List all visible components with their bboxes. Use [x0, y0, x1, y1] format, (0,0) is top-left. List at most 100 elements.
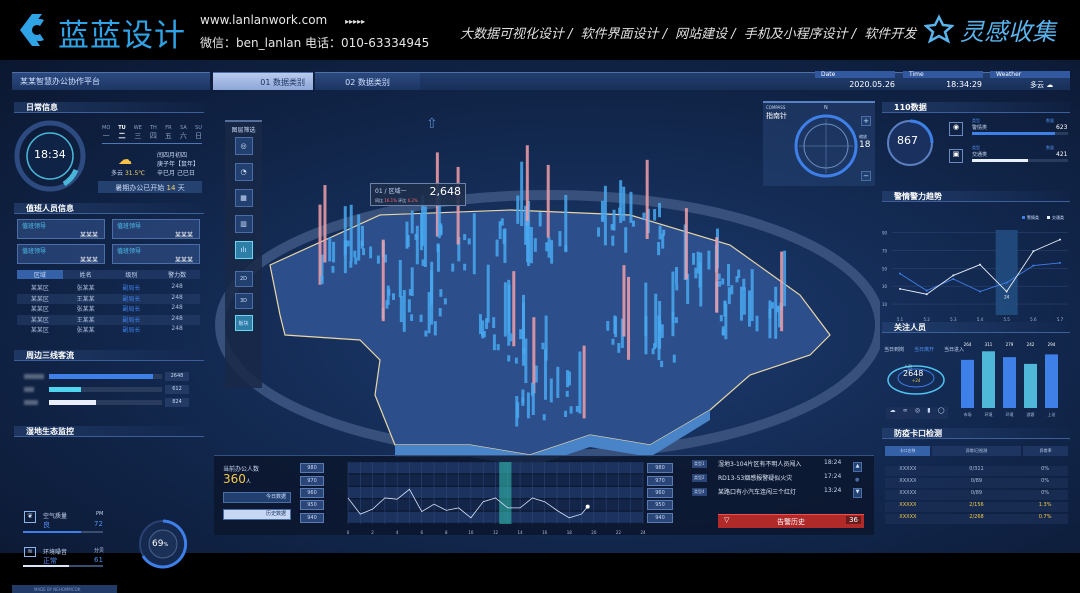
legend-label: 警情类 — [1027, 214, 1039, 220]
col-header[interactable]: 警力数 — [154, 270, 200, 279]
view-mode-button[interactable]: 2D — [235, 271, 253, 287]
website-link[interactable]: www.lanlanwork.com ▸▸▸▸▸ — [200, 13, 365, 27]
bar[interactable] — [961, 360, 974, 408]
nav-sep: / — [731, 27, 735, 42]
duty-card[interactable]: 值班领导某某某 — [112, 219, 200, 239]
data-point — [1032, 265, 1034, 267]
panel-header-focus: 关注人员 — [882, 322, 1070, 333]
alert-history-button[interactable]: ▽ 告警历史 36 — [718, 514, 864, 528]
map-bar — [654, 294, 657, 348]
layer-button[interactable]: ▦ — [235, 189, 253, 207]
map-bar — [629, 192, 632, 223]
target-icon[interactable]: ◎ — [915, 407, 920, 419]
map-bar — [420, 315, 423, 322]
history-data-button[interactable]: 历史数据 — [223, 509, 291, 520]
duty-card[interactable]: 值班领导某某某 — [112, 244, 200, 264]
x-tick: 10 — [468, 530, 474, 535]
col-header[interactable]: 级别 — [109, 270, 155, 279]
num-label: 数量 — [1046, 118, 1054, 124]
zoom-out-button[interactable]: − — [861, 171, 871, 181]
duty-card[interactable]: 值班领导某某某 — [17, 244, 105, 264]
alert-text[interactable]: 湿地3-104片区有不明人员闯入 — [718, 459, 801, 468]
layer-button[interactable]: ▥ — [235, 215, 253, 233]
x-tick: 2 — [371, 530, 374, 535]
cloud-icon[interactable]: ☁ — [890, 407, 896, 419]
data-point — [1006, 282, 1008, 284]
compass-dial-icon[interactable] — [793, 113, 859, 179]
alert-text[interactable]: 某路口有小汽车连闯三个红灯 — [718, 487, 796, 496]
y-tick: 10 — [882, 302, 888, 307]
nav-item[interactable]: 软件开发 — [864, 27, 916, 42]
link-icon[interactable]: ∞ — [903, 407, 908, 419]
tab-01[interactable]: 01 数据类别 — [213, 72, 313, 90]
map-bar — [697, 252, 700, 274]
website-text[interactable]: www.lanlanwork.com — [200, 13, 327, 27]
col-header[interactable]: 卡口名称 — [885, 446, 930, 456]
layer-button[interactable]: ◎ — [235, 137, 253, 155]
col-header[interactable]: 区域 — [17, 270, 63, 279]
today-data-button[interactable]: 今日数据 — [223, 492, 291, 503]
nav-item[interactable]: 手机及小程序设计 — [744, 27, 848, 42]
banner-unit: 天 — [178, 184, 185, 192]
map-bar — [487, 265, 490, 323]
layer-button[interactable]: ılı — [235, 241, 253, 259]
map-bar — [578, 352, 581, 414]
nav-item[interactable]: 大数据可视化设计 — [460, 27, 564, 42]
focus-tab-active[interactable]: 当日离开 — [914, 346, 934, 353]
scroll-down-button[interactable]: ▼ — [853, 488, 862, 498]
zoom-in-button[interactable]: + — [861, 116, 871, 126]
scroll-dot-icon: ● — [855, 477, 859, 483]
panel-title: 日常信息 — [14, 103, 58, 112]
home-arrow-icon[interactable]: ⇧ — [426, 116, 438, 132]
alert-count: 36 — [846, 516, 861, 524]
legend-swatch — [1047, 216, 1050, 219]
data-point — [926, 293, 928, 295]
table-cell: 248 — [154, 294, 200, 305]
map-bar — [768, 300, 771, 338]
bar[interactable] — [1045, 354, 1058, 408]
col-header[interactable]: 异常率 — [1023, 446, 1068, 456]
nav-item[interactable]: 网站建设 — [675, 27, 727, 42]
alert-text[interactable]: RD13-53烟感报警疑似火灾 — [718, 473, 792, 482]
map-bar — [604, 186, 607, 245]
map-bar — [439, 289, 442, 297]
layer-button[interactable]: ◔ — [235, 163, 253, 181]
focus-tab[interactable]: 当日到岗 — [884, 346, 904, 353]
map-bar — [671, 312, 674, 322]
nav-item[interactable]: 软件界面设计 — [581, 27, 659, 42]
duty-card[interactable]: 值班领导某某某 — [17, 219, 105, 239]
col-header[interactable]: 姓名 — [63, 270, 109, 279]
chat-icon[interactable]: ◯ — [938, 407, 945, 419]
map-bar — [387, 289, 390, 296]
bar[interactable] — [982, 351, 995, 408]
tab-02[interactable]: 02 数据类别 — [315, 72, 420, 90]
bar[interactable] — [1003, 357, 1016, 408]
scroll-up-button[interactable]: ▲ — [853, 462, 862, 472]
phone-icon[interactable]: ▮ — [927, 407, 930, 419]
table-cell: XXXXX — [885, 466, 931, 476]
star-logo-icon — [924, 14, 954, 44]
bar[interactable] — [1024, 364, 1037, 408]
view-mode-button[interactable]: 板块 — [235, 315, 253, 331]
weekday-en: FR — [165, 124, 172, 132]
table-cell: 副局长 — [109, 304, 155, 315]
col-header[interactable]: 异常/已检测 — [932, 446, 1022, 456]
view-mode-button[interactable]: 3D — [235, 293, 253, 309]
